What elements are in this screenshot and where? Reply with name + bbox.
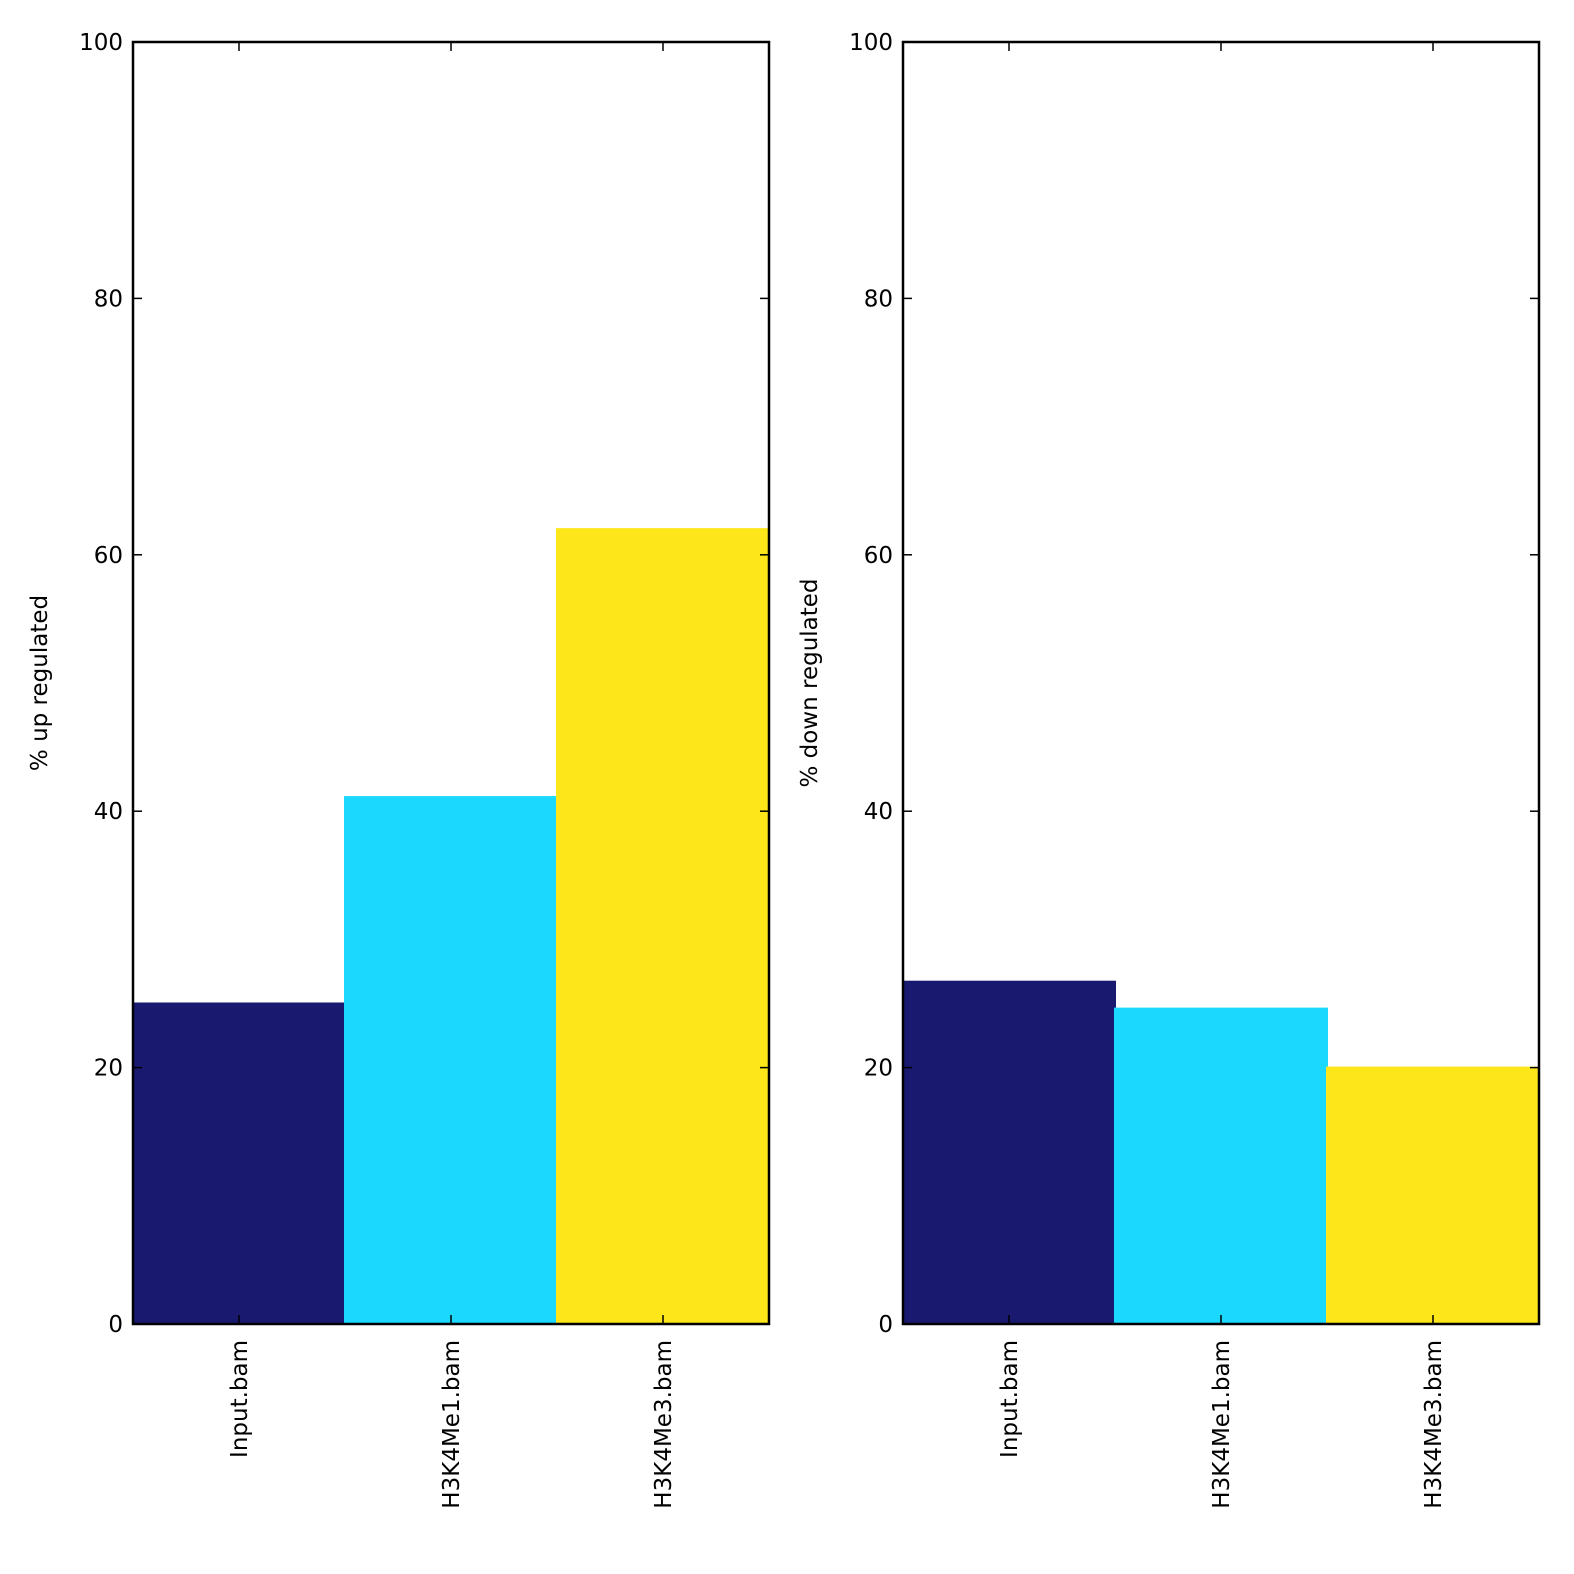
x-tick-label: H3K4Me1.bam — [1209, 1340, 1235, 1509]
x-tick-label: H3K4Me1.bam — [439, 1340, 465, 1509]
bar-H3K4Me3.bam — [556, 528, 770, 1325]
x-tick-label: H3K4Me3.bam — [1421, 1340, 1447, 1509]
y-tick-label: 40 — [94, 799, 123, 825]
bar-H3K4Me1.bam — [1114, 1007, 1328, 1325]
y-tick-label: 0 — [108, 1312, 123, 1338]
y-tick-label: 100 — [79, 30, 123, 56]
y-tick-label: 60 — [864, 543, 893, 569]
subplot-1: 0 20 40 60 80 100 Input.bam H3K4Me1.bam H3K4Me3.… — [27, 30, 771, 1509]
y-tick-label: 100 — [849, 30, 893, 56]
y-axis-label: % down regulated — [797, 578, 823, 787]
bar-H3K4Me1.bam — [344, 796, 558, 1325]
x-tick-label: Input.bam — [997, 1340, 1023, 1458]
y-tick-label: 40 — [864, 799, 893, 825]
x-tick-label: Input.bam — [227, 1340, 253, 1458]
bar-H3K4Me3.bam — [1326, 1066, 1540, 1325]
bar-Input.bam — [132, 1002, 346, 1325]
y-axis-label: % up regulated — [27, 595, 53, 771]
subplot-2: 0 20 40 60 80 100 Input.bam H3K4Me1.bam H3K4Me3.… — [797, 30, 1541, 1509]
y-tick-label: 60 — [94, 543, 123, 569]
y-tick-label: 80 — [864, 286, 893, 312]
y-tick-label: 20 — [864, 1056, 893, 1082]
x-tick-label: H3K4Me3.bam — [651, 1340, 677, 1509]
bar-Input.bam — [902, 980, 1116, 1325]
y-tick-label: 20 — [94, 1056, 123, 1082]
y-tick-label: 0 — [878, 1312, 893, 1338]
y-tick-label: 80 — [94, 286, 123, 312]
